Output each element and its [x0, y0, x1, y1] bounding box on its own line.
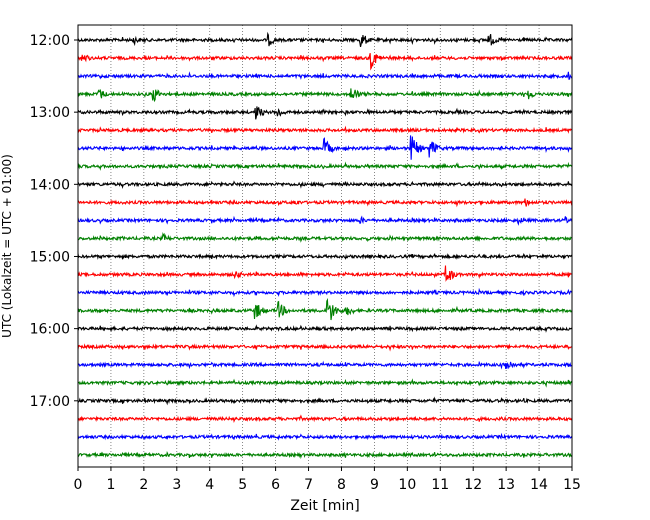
x-tick-label: 0: [74, 477, 83, 493]
x-axis-ticks: 0 1 2 3 4 5 6 7 8 9 10 11 12 13 14 15: [74, 467, 581, 493]
trace-1445: [77, 231, 573, 243]
x-tick-label: 6: [271, 477, 280, 493]
trace-1645: [77, 378, 573, 388]
x-tick-label: 4: [205, 477, 214, 493]
trace-1515: [77, 265, 573, 282]
trace-1215: [77, 52, 573, 71]
trace-1415: [77, 198, 573, 208]
trace-1200: [77, 31, 573, 48]
trace-1330: [77, 135, 573, 160]
x-tick-label: 11: [431, 477, 449, 493]
x-tick-label: 2: [139, 477, 148, 493]
x-tick-label: 3: [172, 477, 181, 493]
y-tick-label: 17:00: [30, 394, 70, 410]
trace-1400: [77, 180, 573, 189]
trace-1230: [77, 71, 573, 80]
y-tick-label: 12:00: [30, 33, 70, 49]
trace-1300: [77, 106, 573, 120]
trace-1730: [77, 432, 573, 441]
x-axis-label: Zeit [min]: [290, 498, 359, 514]
y-axis-ticks: 12:00 13:00 14:00 15:00 16:00 17:00: [30, 33, 78, 410]
trace-1500: [77, 252, 573, 260]
trace-1315: [77, 125, 573, 134]
x-tick-label: 7: [304, 477, 313, 493]
y-tick-label: 14:00: [30, 177, 70, 193]
trace-1715: [77, 414, 573, 424]
trace-1530: [77, 287, 573, 298]
x-tick-label: 9: [370, 477, 379, 493]
y-tick-label: 13:00: [30, 105, 70, 121]
trace-1745: [77, 451, 573, 460]
seismogram-traces: [77, 31, 573, 460]
trace-1700: [77, 396, 573, 406]
trace-1630: [77, 360, 573, 370]
trace-1430: [77, 215, 573, 226]
x-tick-label: 15: [563, 477, 581, 493]
plot-frame: [77, 24, 573, 468]
x-tick-label: 8: [337, 477, 346, 493]
x-tick-label: 5: [238, 477, 247, 493]
x-tick-label: 13: [497, 477, 515, 493]
trace-1345: [77, 161, 573, 171]
trace-1545: [77, 297, 573, 321]
x-tick-label: 1: [106, 477, 115, 493]
x-tick-label: 12: [464, 477, 482, 493]
plot-background: [78, 25, 572, 467]
x-tick-label: 10: [398, 477, 416, 493]
trace-1600: [77, 324, 573, 333]
y-tick-label: 15:00: [30, 249, 70, 265]
y-axis-label: UTC (Lokalzeit = UTC + 01:00): [0, 154, 14, 338]
y-tick-label: 16:00: [30, 322, 70, 338]
x-tick-label: 14: [530, 477, 548, 493]
trace-1245: [77, 88, 573, 103]
trace-1615: [77, 343, 573, 352]
